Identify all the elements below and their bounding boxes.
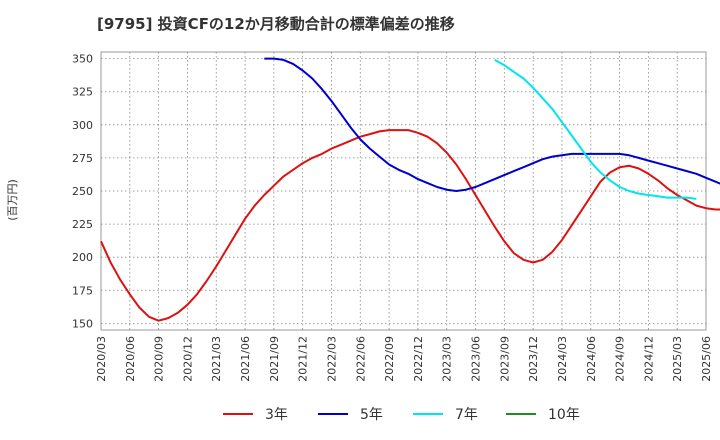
x-tick-label: 2023/09 (498, 336, 511, 382)
x-tick-label: 2023/12 (527, 336, 540, 382)
x-tick-label: 2021/12 (297, 336, 310, 382)
y-tick-label: 150 (72, 317, 93, 330)
x-tick-label: 2020/03 (95, 336, 108, 382)
chart-title: [9795] 投資CFの12か月移動合計の標準偏差の推移 (97, 15, 455, 33)
plot-area (100, 51, 707, 331)
y-axis-label: (百万円) (6, 179, 19, 221)
x-tick-label: 2024/09 (614, 336, 627, 382)
x-tick-label: 2025/03 (671, 336, 684, 382)
x-tick-label: 2024/06 (585, 336, 598, 382)
y-tick-label: 275 (72, 152, 93, 165)
x-tick-label: 2023/03 (441, 336, 454, 382)
y-tick-label: 175 (72, 284, 93, 297)
y-tick-label: 225 (72, 218, 93, 231)
x-tick-label: 2023/06 (470, 336, 483, 382)
series-line-5年 (264, 57, 720, 192)
y-tick-label: 325 (72, 86, 93, 99)
x-tick-label: 2024/12 (642, 336, 655, 382)
y-tick-label: 250 (72, 185, 93, 198)
x-tick-label: 2025/06 (700, 336, 713, 382)
legend-label: 10年 (548, 407, 580, 423)
legend-label: 5年 (360, 407, 383, 423)
x-tick-label: 2022/06 (354, 336, 367, 382)
x-tick-label: 2022/03 (325, 336, 338, 382)
x-tick-label: 2021/09 (268, 336, 281, 382)
x-tick-label: 2022/12 (412, 336, 425, 382)
x-tick-label: 2022/09 (383, 336, 396, 382)
x-tick-label: 2020/12 (181, 336, 194, 382)
legend-label: 7年 (455, 407, 478, 423)
legend-label: 3年 (265, 407, 288, 423)
y-tick-label: 350 (72, 53, 93, 66)
x-tick-label: 2020/06 (124, 336, 137, 382)
x-tick-label: 2020/09 (153, 336, 166, 382)
x-tick-label: 2021/06 (239, 336, 252, 382)
y-tick-label: 300 (72, 119, 93, 132)
y-tick-label: 200 (72, 251, 93, 264)
x-tick-label: 2024/03 (556, 336, 569, 382)
series-line-7年 (494, 59, 697, 200)
series-line-3年 (100, 129, 720, 322)
x-tick-label: 2021/03 (210, 336, 223, 382)
